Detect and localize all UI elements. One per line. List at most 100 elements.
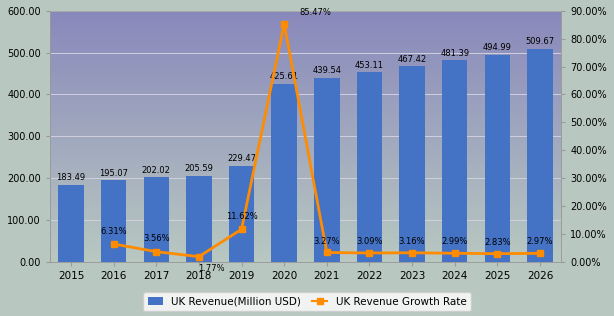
Bar xyxy=(50,110,561,111)
Bar xyxy=(50,126,561,127)
Bar xyxy=(50,223,561,224)
Bar xyxy=(50,186,561,188)
Bar xyxy=(50,215,561,216)
Text: 439.54: 439.54 xyxy=(313,66,341,76)
Text: 183.49: 183.49 xyxy=(56,173,85,182)
Bar xyxy=(50,32,561,33)
Bar xyxy=(50,219,561,220)
Bar xyxy=(50,106,561,107)
Bar xyxy=(50,255,561,257)
Text: 1.77%: 1.77% xyxy=(198,264,225,273)
Bar xyxy=(50,15,561,16)
Bar xyxy=(50,153,561,154)
Bar xyxy=(50,229,561,230)
Bar xyxy=(50,57,561,58)
Bar xyxy=(50,190,561,191)
Bar xyxy=(50,197,561,198)
Bar xyxy=(50,253,561,254)
Bar xyxy=(50,31,561,32)
Bar xyxy=(50,23,561,25)
Bar xyxy=(50,181,561,183)
Bar xyxy=(50,127,561,129)
Bar xyxy=(50,123,561,124)
Bar xyxy=(50,71,561,72)
Bar xyxy=(50,132,561,134)
Bar xyxy=(50,148,561,149)
Bar xyxy=(50,18,561,20)
Bar xyxy=(50,35,561,36)
Legend: UK Revenue(Million USD), UK Revenue Growth Rate: UK Revenue(Million USD), UK Revenue Grow… xyxy=(143,293,471,311)
Bar xyxy=(50,131,561,132)
Bar xyxy=(50,176,561,178)
Bar xyxy=(50,50,561,51)
Bar xyxy=(50,80,561,81)
Bar xyxy=(50,204,561,205)
Bar xyxy=(50,40,561,41)
Bar xyxy=(50,257,561,258)
Bar xyxy=(50,107,561,109)
Bar xyxy=(50,240,561,241)
Bar xyxy=(50,26,561,27)
Bar xyxy=(50,220,561,222)
Bar xyxy=(50,252,561,253)
Text: 481.39: 481.39 xyxy=(440,49,469,58)
Bar xyxy=(50,214,561,215)
Bar xyxy=(50,159,561,160)
Text: 3.56%: 3.56% xyxy=(143,234,169,243)
Bar xyxy=(229,166,254,262)
Bar xyxy=(50,236,561,238)
Bar xyxy=(50,234,561,235)
Bar xyxy=(50,244,561,245)
Bar xyxy=(50,173,561,174)
Bar xyxy=(50,230,561,232)
Bar xyxy=(50,167,561,169)
Bar xyxy=(50,70,561,71)
Text: 2.83%: 2.83% xyxy=(484,238,511,247)
Bar xyxy=(50,51,561,52)
Bar xyxy=(50,193,561,194)
Text: 494.99: 494.99 xyxy=(483,43,512,52)
Bar xyxy=(186,176,212,262)
Bar xyxy=(50,125,561,126)
Bar xyxy=(50,82,561,84)
Text: 195.07: 195.07 xyxy=(99,169,128,178)
Bar xyxy=(50,118,561,119)
Bar xyxy=(50,151,561,153)
Bar xyxy=(50,258,561,259)
Bar xyxy=(50,94,561,95)
Bar xyxy=(271,84,297,262)
Bar xyxy=(50,65,561,66)
Bar xyxy=(101,180,126,262)
Bar xyxy=(50,180,561,181)
Bar xyxy=(50,120,561,121)
Bar xyxy=(50,91,561,92)
Bar xyxy=(50,248,561,249)
Bar xyxy=(50,99,561,100)
Bar xyxy=(50,33,561,35)
Text: 11.62%: 11.62% xyxy=(226,212,257,221)
Bar xyxy=(50,46,561,47)
Bar xyxy=(50,77,561,79)
Bar xyxy=(50,85,561,86)
Bar xyxy=(50,89,561,90)
Bar xyxy=(50,178,561,179)
Bar xyxy=(58,185,84,262)
Text: 467.42: 467.42 xyxy=(397,55,427,64)
Bar xyxy=(50,74,561,75)
Bar xyxy=(50,158,561,159)
Bar xyxy=(50,86,561,88)
Bar xyxy=(50,105,561,106)
Bar xyxy=(50,135,561,136)
Text: 2.97%: 2.97% xyxy=(527,237,553,246)
Bar xyxy=(50,64,561,65)
Bar xyxy=(50,60,561,61)
Bar xyxy=(50,227,561,228)
Text: 425.61: 425.61 xyxy=(270,72,298,81)
Bar xyxy=(50,25,561,26)
Bar xyxy=(50,22,561,23)
Bar xyxy=(50,208,561,209)
Bar xyxy=(50,170,561,171)
Bar xyxy=(50,37,561,39)
Bar xyxy=(50,249,561,250)
Bar xyxy=(50,58,561,60)
